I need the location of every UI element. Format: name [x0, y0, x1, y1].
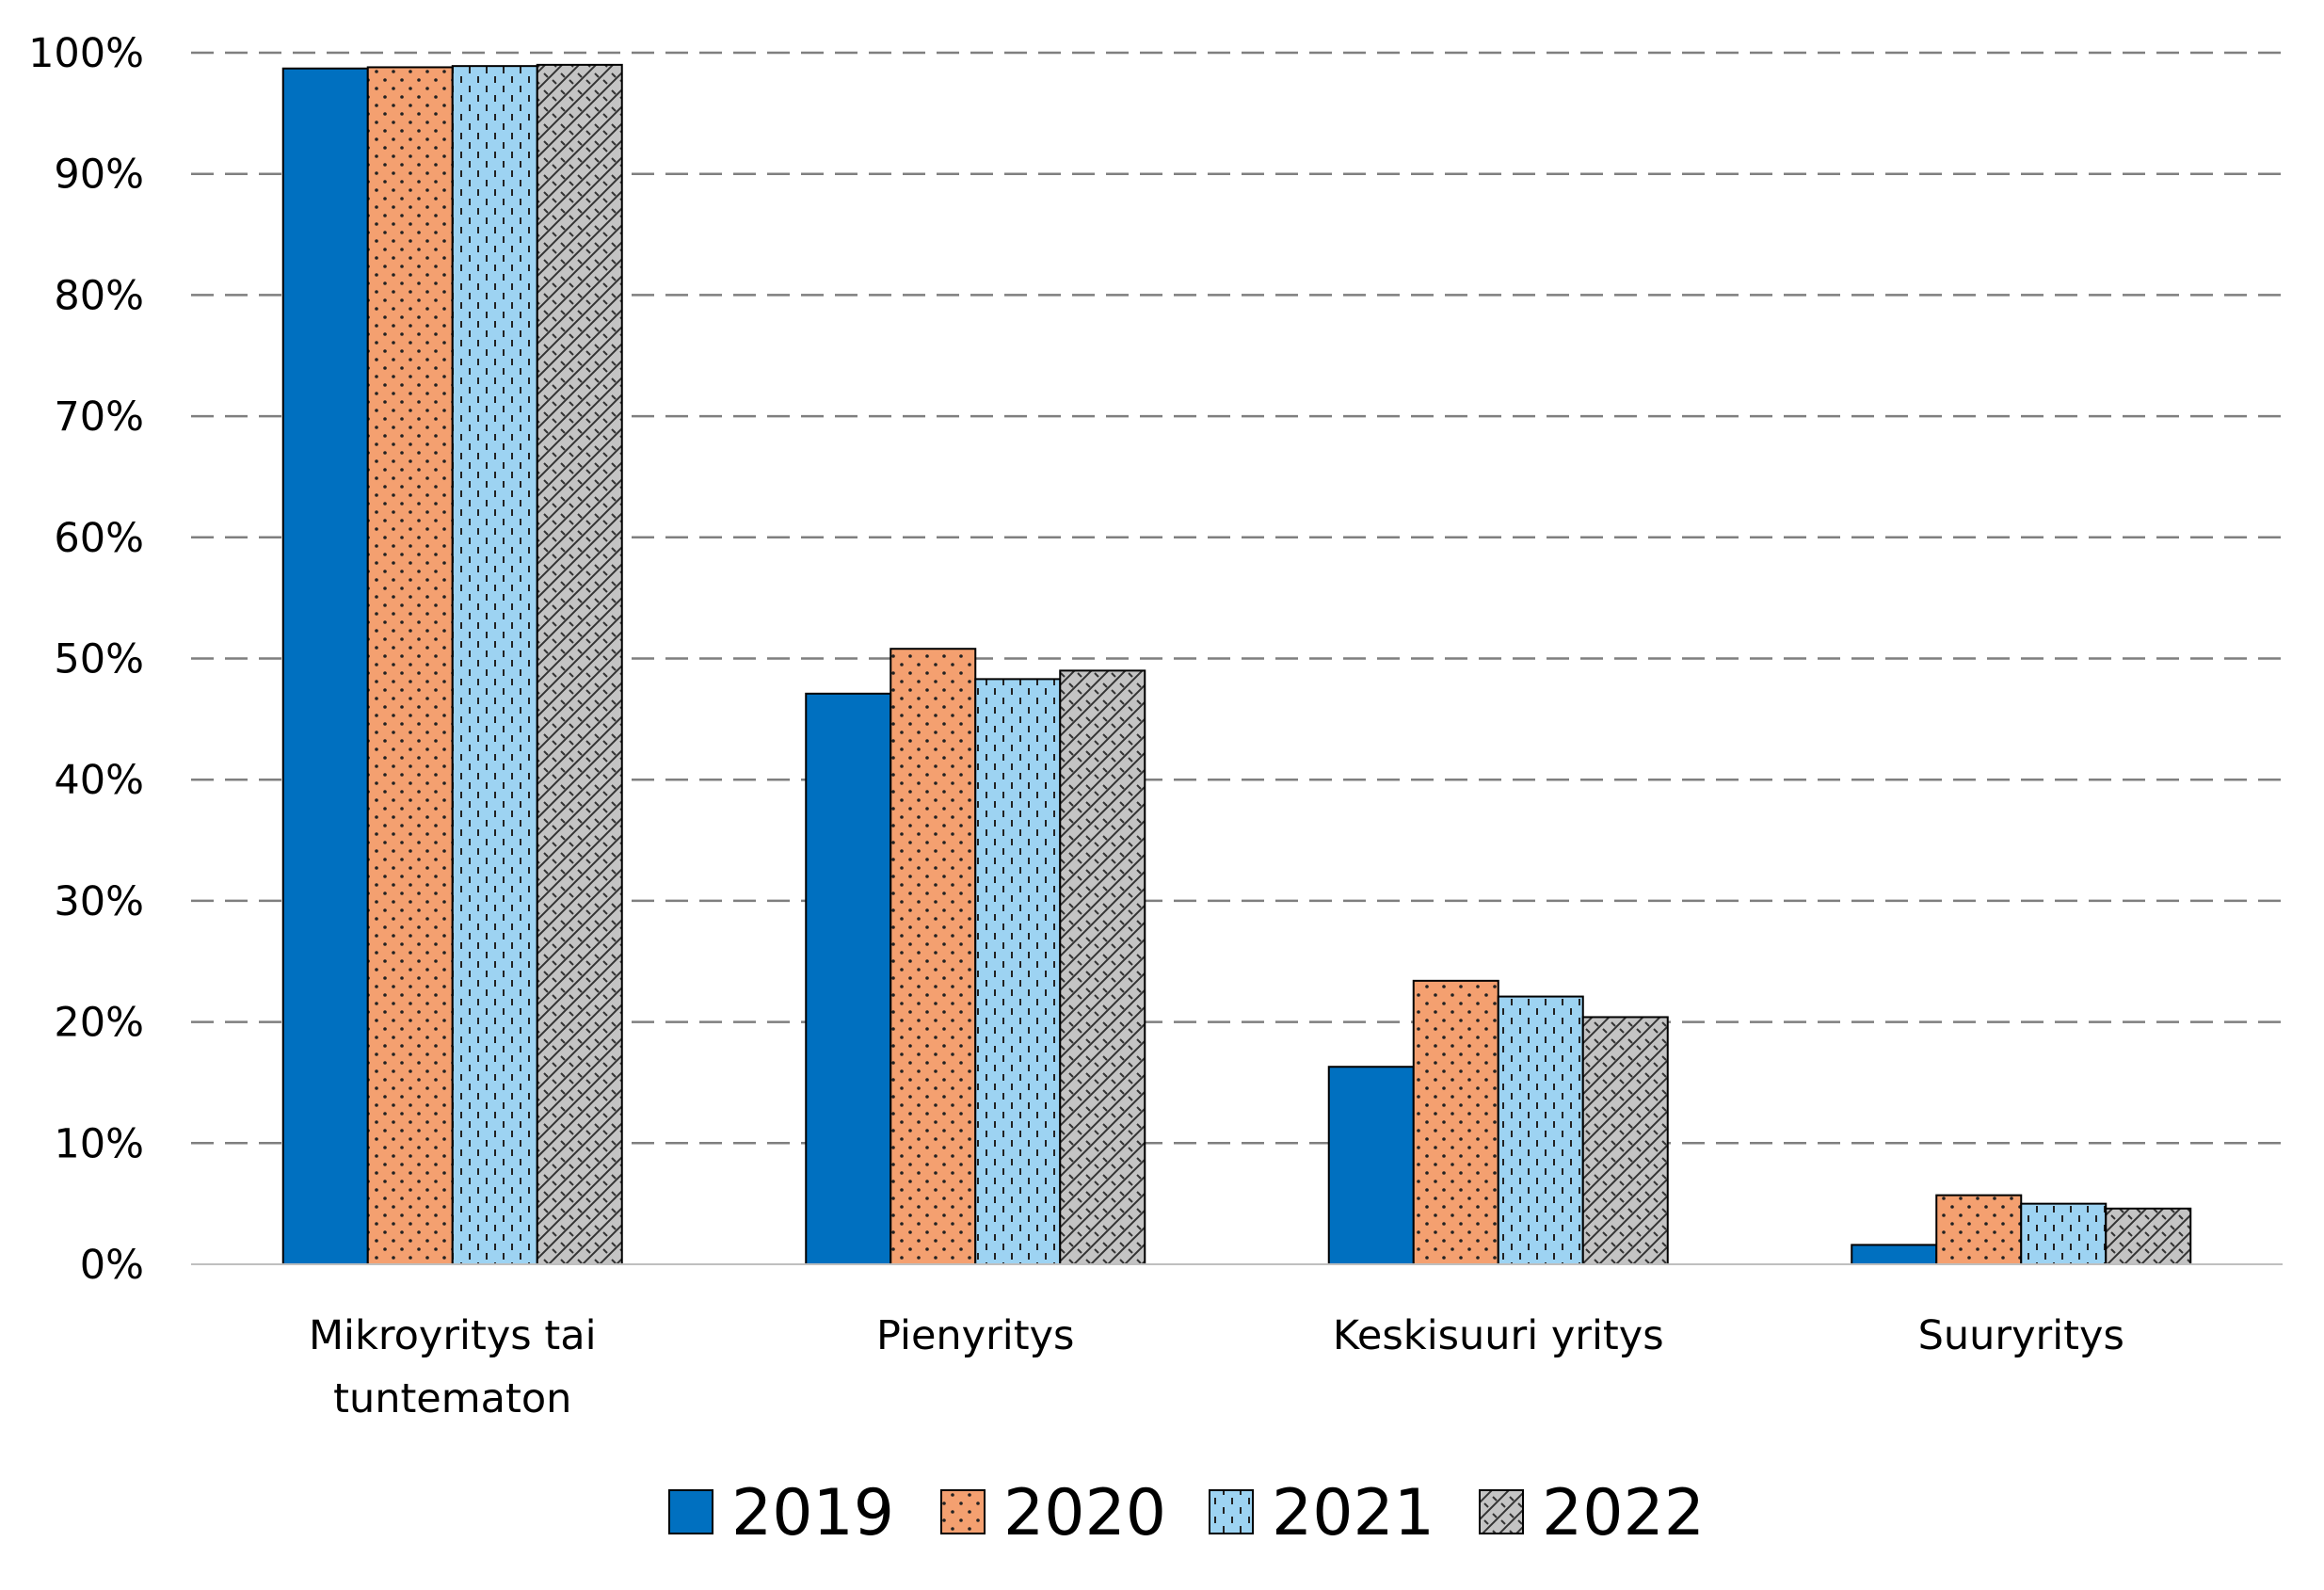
bar-2021-0 — [451, 65, 538, 1266]
bar-2020-1 — [890, 648, 977, 1265]
x-tick-label: Mikroyritys tai — [309, 1312, 597, 1359]
y-tick-label: 50% — [54, 636, 144, 683]
legend-swatch-2019 — [668, 1489, 713, 1534]
legend-label-2020: 2020 — [1003, 1476, 1166, 1550]
y-tick-label: 10% — [54, 1120, 144, 1167]
y-axis-tick-labels: 0% 10% 20% 30% 40% 50% 60% 70% 80% 90% 100% — [28, 30, 144, 1289]
bar-2022-3 — [2105, 1207, 2192, 1265]
y-tick-label: 100% — [28, 30, 144, 77]
y-tick-label: 80% — [54, 272, 144, 319]
bar-2019-3 — [1851, 1244, 1938, 1265]
bar-2020-2 — [1412, 979, 1499, 1266]
legend: 2019 2020 2021 2022 — [668, 1476, 1705, 1550]
x-tick-label: Suuryritys — [1918, 1312, 2124, 1359]
bar-2022-1 — [1059, 669, 1146, 1265]
y-tick-label: 40% — [54, 757, 144, 804]
x-axis-tick-labels: Mikroyritys tai tuntematon Pienyritys Keski… — [309, 1312, 2124, 1422]
y-tick-label: 30% — [54, 878, 144, 925]
x-tick-label: tuntematon — [333, 1375, 571, 1422]
y-tick-label: 0% — [80, 1242, 144, 1289]
bar-2019-0 — [281, 67, 369, 1266]
bar-2020-0 — [366, 66, 454, 1266]
bar-2019-1 — [805, 692, 892, 1265]
bar-2019-2 — [1327, 1066, 1415, 1265]
bar-2021-2 — [1497, 995, 1584, 1265]
bar-2021-3 — [2020, 1202, 2108, 1266]
legend-label-2021: 2021 — [1272, 1476, 1434, 1550]
bar-2022-2 — [1581, 1016, 1669, 1266]
bar-2020-3 — [1935, 1194, 2023, 1265]
y-tick-label: 20% — [54, 1000, 144, 1047]
legend-label-2022: 2022 — [1542, 1476, 1705, 1550]
legend-swatch-2020 — [940, 1489, 986, 1534]
bars — [281, 63, 2192, 1266]
y-tick-label: 60% — [54, 515, 144, 562]
bar-2022-0 — [536, 63, 623, 1266]
bar-2021-1 — [974, 678, 1062, 1265]
y-tick-label: 70% — [54, 393, 144, 441]
legend-label-2019: 2019 — [731, 1476, 894, 1550]
legend-swatch-2021 — [1209, 1489, 1254, 1534]
x-tick-label: Keskisuuri yritys — [1333, 1312, 1664, 1359]
legend-swatch-2022 — [1479, 1489, 1524, 1534]
x-tick-label: Pienyritys — [876, 1312, 1074, 1359]
y-tick-label: 90% — [54, 152, 144, 199]
